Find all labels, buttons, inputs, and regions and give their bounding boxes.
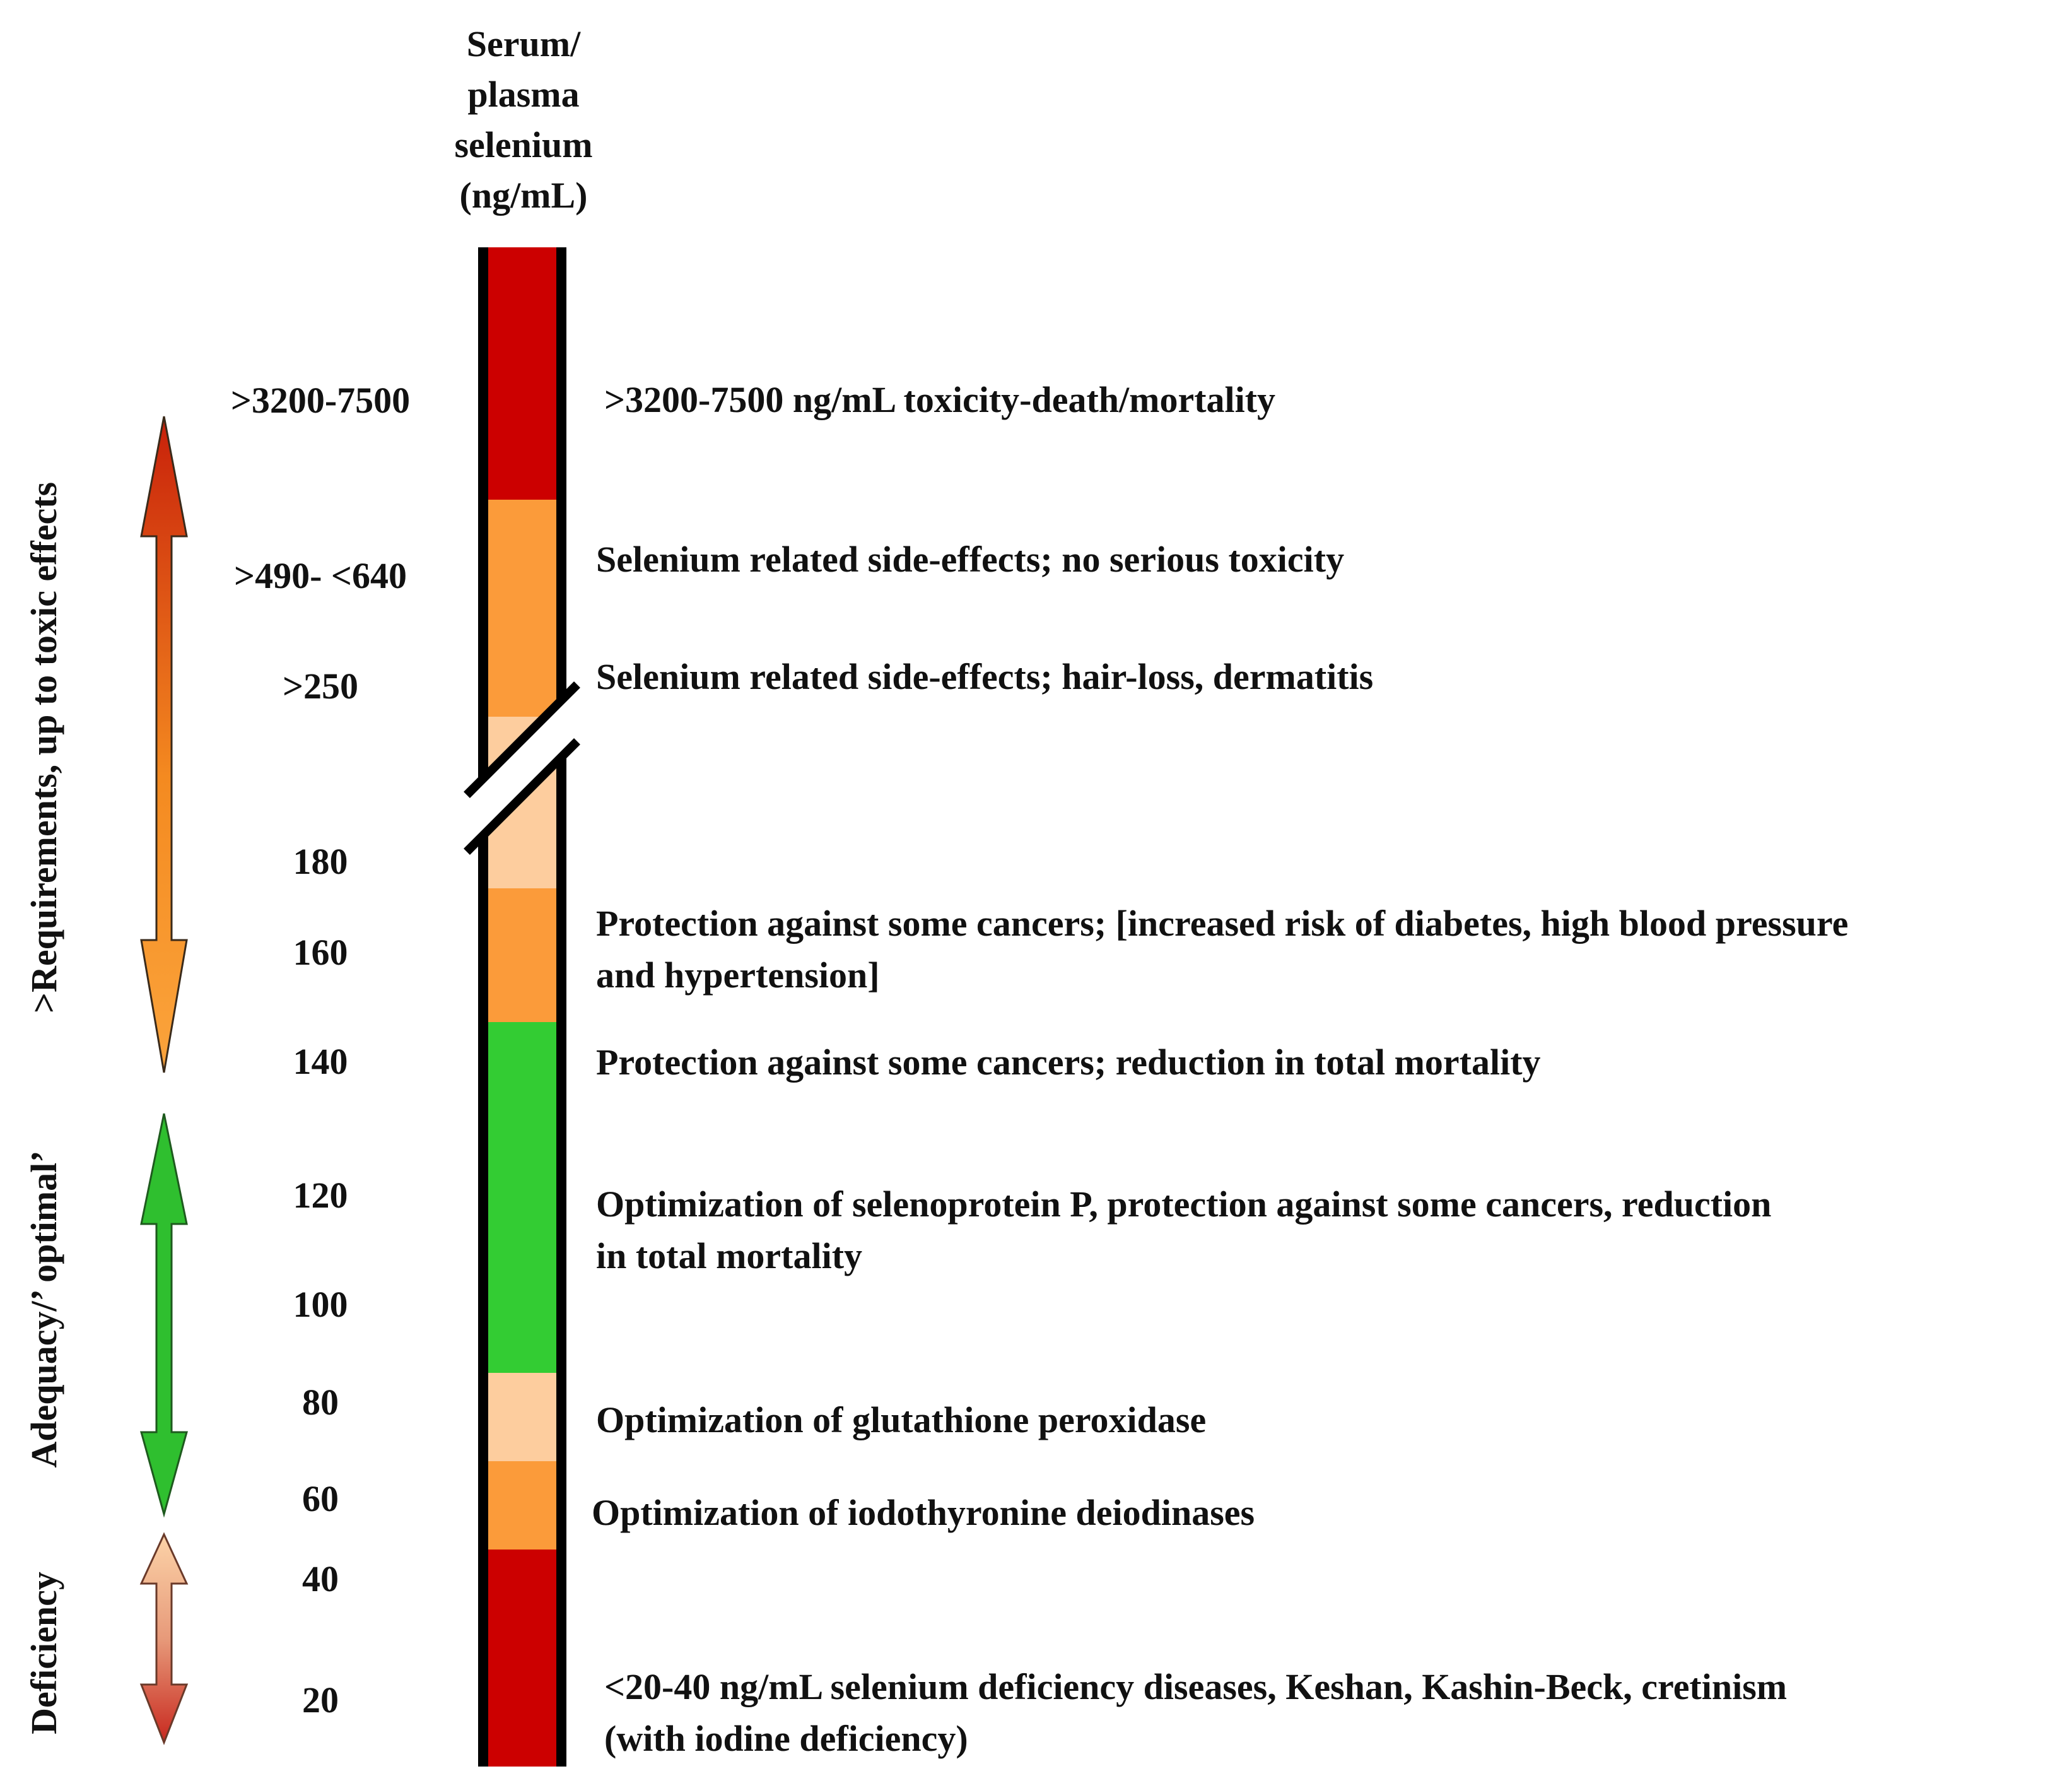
description-line: Selenium related side-effects; no seriou… bbox=[596, 539, 1345, 580]
header-line-2: plasma bbox=[467, 74, 580, 115]
level-label: 180 bbox=[293, 841, 348, 882]
level-label: 120 bbox=[293, 1175, 348, 1216]
description-line: Optimization of glutathione peroxidase bbox=[596, 1399, 1207, 1440]
description-side-effects-no-serious: Selenium related side-effects; no seriou… bbox=[596, 534, 1344, 585]
description-glutathione: Optimization of glutathione peroxidase bbox=[596, 1394, 1206, 1446]
description-selenoprotein: Optimization of selenoprotein P, protect… bbox=[596, 1179, 1771, 1282]
description-line: (with iodine deficiency) bbox=[604, 1718, 968, 1759]
description-line: >3200-7500 ng/mL toxicity-death/mortalit… bbox=[604, 379, 1276, 420]
range-label-adequacy: Adequacy/’ optimal’ bbox=[23, 1150, 64, 1468]
header-line-1: Serum/ bbox=[466, 23, 581, 64]
description-line: Optimization of selenoprotein P, protect… bbox=[596, 1184, 1772, 1225]
bar-segment-optimal bbox=[488, 1022, 556, 1373]
description-iodothyronine: Optimization of iodothyronine deiodinase… bbox=[592, 1487, 1255, 1539]
description-line: Protection against some cancers; [increa… bbox=[596, 903, 1849, 944]
description-line: Optimization of iodothyronine deiodinase… bbox=[592, 1492, 1255, 1533]
level-label: >3200-7500 bbox=[230, 380, 411, 421]
description-line: and hypertension] bbox=[596, 955, 880, 996]
header-line-4: (ng/mL) bbox=[459, 175, 588, 216]
level-label: 160 bbox=[293, 932, 348, 973]
bar-segment-iodothyronine bbox=[488, 1461, 556, 1550]
range-label-deficiency: Deficiency bbox=[23, 1572, 64, 1734]
level-label: >250 bbox=[282, 666, 359, 707]
bar-segment-toxic bbox=[488, 247, 556, 500]
level-label: 20 bbox=[302, 1679, 339, 1720]
level-label: 80 bbox=[302, 1382, 339, 1423]
bar-segment-orange-mid bbox=[488, 888, 556, 1022]
description-line: Selenium related side-effects; hair-loss… bbox=[596, 656, 1374, 697]
description-line: <20-40 ng/mL selenium deficiency disease… bbox=[604, 1666, 1788, 1707]
description-toxicity: >3200-7500 ng/mL toxicity-death/mortalit… bbox=[604, 374, 1275, 426]
level-label: 100 bbox=[293, 1284, 348, 1325]
description-side-effects-hair: Selenium related side-effects; hair-loss… bbox=[596, 651, 1373, 703]
level-label: 40 bbox=[302, 1558, 339, 1599]
column-header: Serum/ plasma selenium (ng/mL) bbox=[404, 19, 643, 221]
adequacy-arrow-icon bbox=[140, 1113, 188, 1518]
bar-segment-side-effects bbox=[488, 500, 556, 717]
bar-segment-glutathione bbox=[488, 1373, 556, 1461]
description-line: Protection against some cancers; reducti… bbox=[596, 1042, 1541, 1083]
requirements-arrow-icon bbox=[140, 416, 188, 1073]
bar-segment-deficiency bbox=[488, 1550, 556, 1767]
description-cancer-mortality: Protection against some cancers; reducti… bbox=[596, 1037, 1541, 1088]
scale-break-icon bbox=[464, 681, 580, 855]
level-label: 140 bbox=[293, 1041, 348, 1082]
level-label: >490- <640 bbox=[234, 555, 407, 596]
level-label: 60 bbox=[302, 1478, 339, 1519]
description-cancer-diabetes: Protection against some cancers; [increa… bbox=[596, 898, 1848, 1001]
deficiency-arrow-icon bbox=[139, 1532, 189, 1746]
description-line: in total mortality bbox=[596, 1235, 863, 1276]
range-label-requirements: >Requirements, up to toxic effects bbox=[23, 481, 64, 1014]
header-line-3: selenium bbox=[454, 124, 593, 165]
description-deficiency: <20-40 ng/mL selenium deficiency disease… bbox=[604, 1661, 1787, 1765]
